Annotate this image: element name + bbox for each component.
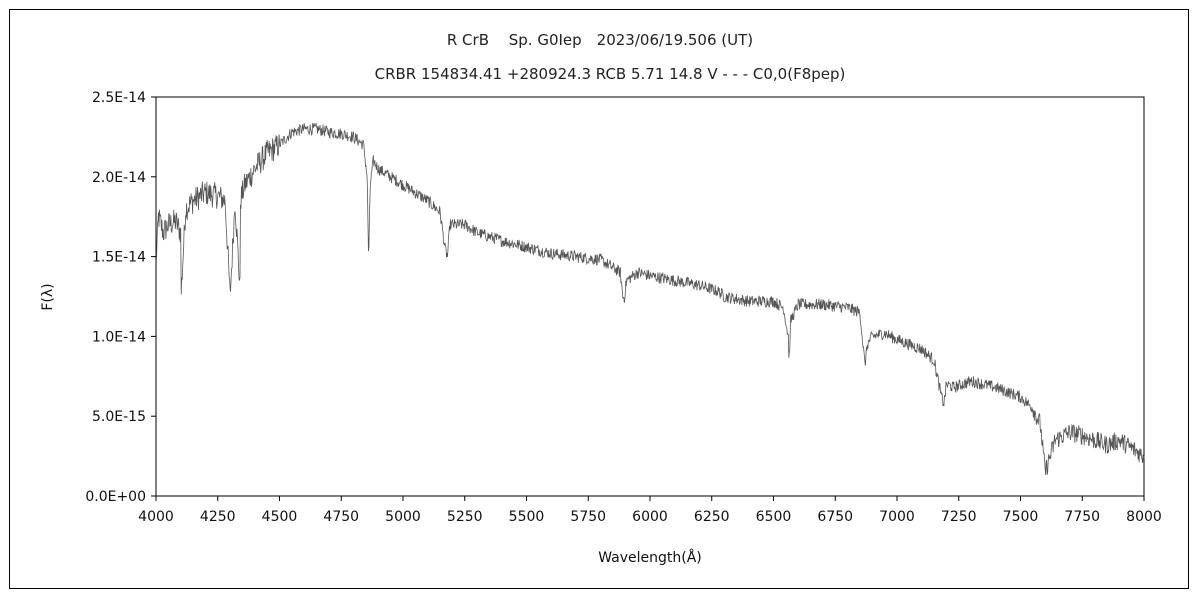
plot-area: [155, 96, 1145, 497]
y-tick-label: 2.0E-14: [92, 170, 146, 186]
x-tick-label: 4500: [262, 509, 298, 525]
x-tick-label: 5500: [509, 509, 545, 525]
x-tick-label: 4000: [138, 509, 174, 525]
spectrum-chart: R CrB Sp. G0Iep 2023/06/19.506 (UT) CRBR…: [40, 31, 1162, 566]
x-tick-label: 7000: [879, 509, 915, 525]
chart-frame: R CrB Sp. G0Iep 2023/06/19.506 (UT) CRBR…: [9, 9, 1189, 589]
x-axis-ticks: 4000 4250 4500 4750 5000 5250 5500 5750 6000 6250…: [138, 496, 1162, 525]
y-axis-ticks: 0.0E+00 5.0E-15 1.0E-14 1.5E-14 2.0E-14 2.5E-…: [85, 90, 156, 505]
series-layer: [155, 123, 1145, 476]
x-tick-label: 6000: [632, 509, 668, 525]
y-tick-label: 1.0E-14: [92, 329, 146, 345]
x-tick-label: 8000: [1126, 509, 1162, 525]
y-tick-label: 0.0E+00: [85, 489, 146, 505]
y-tick-label: 1.5E-14: [92, 250, 146, 266]
x-tick-label: 4750: [323, 509, 359, 525]
chart-subtitle: CRBR 154834.41 +280924.3 RCB 5.71 14.8 V…: [375, 65, 846, 83]
x-tick-label: 7250: [941, 509, 977, 525]
x-tick-label: 4250: [200, 509, 236, 525]
y-axis-label: F(λ): [40, 283, 56, 310]
x-tick-label: 5750: [570, 509, 606, 525]
y-tick-label: 2.5E-14: [92, 90, 146, 106]
spectrum-line: [155, 123, 1145, 476]
x-tick-label: 6250: [694, 509, 730, 525]
x-tick-label: 7500: [1003, 509, 1039, 525]
chart-title: R CrB Sp. G0Iep 2023/06/19.506 (UT): [447, 31, 753, 49]
x-tick-label: 5250: [447, 509, 483, 525]
x-axis-label: Wavelength(Å): [598, 549, 702, 566]
x-tick-label: 7750: [1064, 509, 1100, 525]
x-tick-label: 5000: [385, 509, 421, 525]
y-tick-label: 5.0E-15: [92, 409, 146, 425]
x-tick-label: 6750: [817, 509, 853, 525]
x-tick-label: 6500: [756, 509, 792, 525]
